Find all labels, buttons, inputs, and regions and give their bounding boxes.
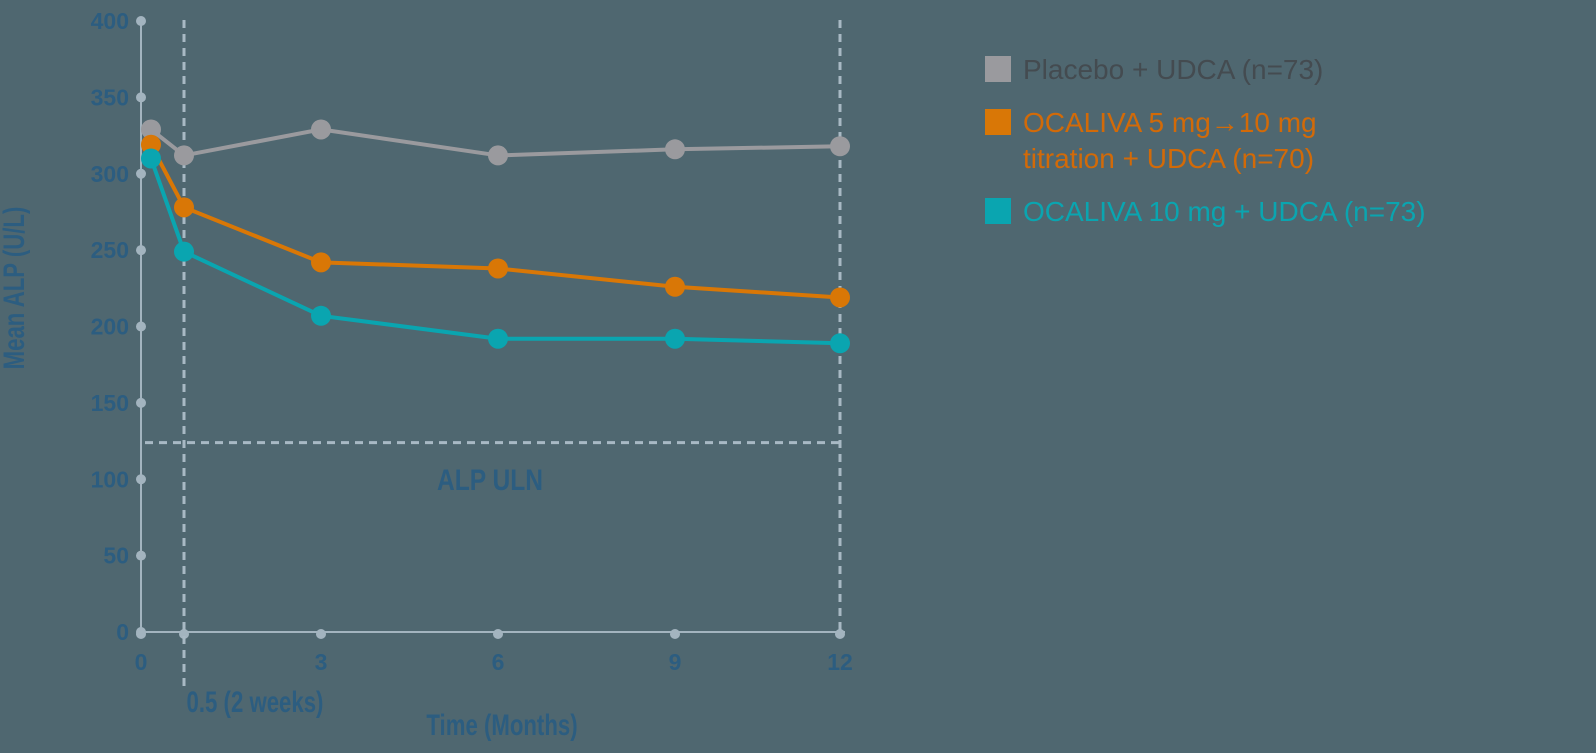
- legend-item-placebo: Placebo + UDCA (n=73): [985, 52, 1426, 88]
- y-tick-label: 100: [91, 466, 129, 492]
- placebo-data-point: [830, 136, 850, 157]
- placebo-data-point: [174, 145, 194, 166]
- legend-label-line2: titration + UDCA (n=70): [1023, 143, 1315, 174]
- y-tick-label: 250: [91, 237, 129, 263]
- x-tick-label: 0: [135, 649, 148, 675]
- two-week-label: 0.5 (2 weeks): [187, 685, 324, 719]
- y-tick-mark: [136, 397, 146, 408]
- y-tick-mark: [136, 16, 146, 26]
- x-tick-label: 9: [669, 649, 682, 675]
- titration-swatch-icon: [985, 109, 1011, 135]
- y-axis-title: Mean ALP (U/L): [0, 207, 31, 370]
- placebo-data-point: [488, 145, 508, 166]
- x-tick-mark: [136, 629, 146, 639]
- y-tick-label: 400: [91, 8, 129, 34]
- y-tick-mark: [136, 92, 146, 103]
- ten-mg-data-point: [311, 305, 331, 326]
- ten-mg-data-point: [488, 328, 508, 349]
- ten-mg-swatch-icon: [985, 198, 1011, 224]
- ten-mg-data-point: [830, 333, 850, 354]
- titration-data-point: [141, 134, 161, 155]
- y-tick-mark: [136, 321, 146, 332]
- y-tick-label: 350: [91, 84, 129, 110]
- y-tick-mark: [136, 168, 146, 179]
- legend-label-block: OCALIVA 5 mg→10 mg titration + UDCA (n=7…: [1023, 105, 1317, 177]
- titration-data-point: [830, 287, 850, 308]
- legend-item-titration: OCALIVA 5 mg→10 mg titration + UDCA (n=7…: [985, 105, 1426, 177]
- x-tick-label: 3: [315, 649, 328, 675]
- x-tick-mark: [493, 629, 503, 639]
- ten-mg-series-line: [149, 157, 841, 346]
- ten-mg-data-point: [141, 148, 161, 169]
- titration-data-point: [174, 197, 194, 218]
- ten-mg-data-point: [174, 241, 194, 262]
- uln-label: ALP ULN: [437, 463, 543, 497]
- x-axis-title: Time (Months): [426, 708, 577, 742]
- x-tick-mark: [179, 629, 189, 639]
- x-tick-mark: [670, 629, 680, 639]
- y-tick-label: 50: [103, 543, 129, 569]
- placebo-swatch-icon: [985, 56, 1011, 82]
- y-tick-label: 0: [116, 619, 129, 645]
- x-tick-label: 6: [492, 649, 505, 675]
- ten-mg-data-point: [665, 328, 685, 349]
- titration-data-point: [311, 252, 331, 273]
- placebo-data-point: [665, 139, 685, 160]
- legend-item-10mg: OCALIVA 10 mg + UDCA (n=73): [985, 194, 1426, 230]
- y-tick-label: 150: [91, 390, 129, 416]
- legend-label: Placebo + UDCA (n=73): [1023, 54, 1324, 85]
- placebo-data-point: [141, 119, 161, 140]
- x-tick-mark: [835, 629, 845, 639]
- y-tick-mark: [136, 550, 146, 561]
- x-tick-mark: [316, 629, 326, 639]
- titration-data-point: [488, 258, 508, 279]
- legend-label-line1: OCALIVA 5 mg→10 mg: [1023, 107, 1317, 138]
- legend: Placebo + UDCA (n=73) OCALIVA 5 mg→10 mg…: [985, 52, 1426, 247]
- titration-series-line: [149, 143, 841, 300]
- titration-data-point: [665, 276, 685, 297]
- y-tick-mark: [136, 474, 146, 485]
- y-tick-label: 200: [91, 314, 129, 340]
- y-tick-label: 300: [91, 161, 129, 187]
- placebo-data-point: [311, 119, 331, 140]
- legend-label: OCALIVA 10 mg + UDCA (n=73): [1023, 196, 1426, 227]
- x-tick-label: 12: [827, 649, 853, 675]
- y-tick-mark: [136, 245, 146, 256]
